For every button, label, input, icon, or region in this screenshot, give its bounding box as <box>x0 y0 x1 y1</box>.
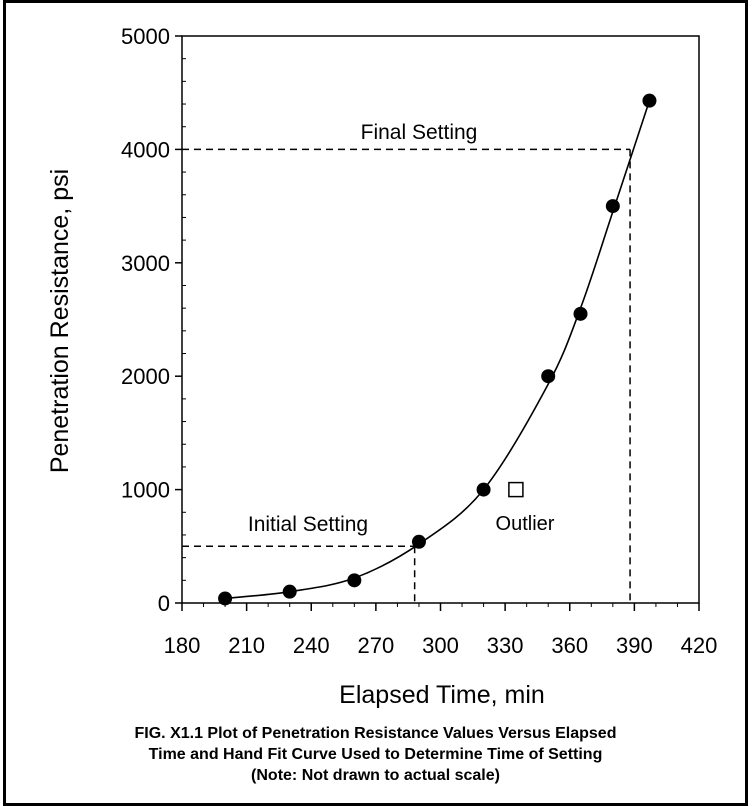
y-tick-label: 1000 <box>121 478 170 503</box>
data-point <box>541 369 556 384</box>
x-tick-label: 270 <box>358 633 395 658</box>
x-tick-label: 180 <box>164 633 201 658</box>
x-tick-label: 210 <box>228 633 265 658</box>
caption-line-3: (Note: Not drawn to actual scale) <box>251 767 500 784</box>
data-point <box>573 306 588 321</box>
initial-setting-label: Initial Setting <box>248 513 368 536</box>
x-tick-label: 240 <box>293 633 330 658</box>
data-point <box>642 93 657 108</box>
y-tick-label: 2000 <box>121 364 170 389</box>
x-tick-label: 330 <box>487 633 524 658</box>
y-tick-label: 0 <box>158 591 170 616</box>
data-point <box>605 199 620 214</box>
x-tick-label: 360 <box>551 633 588 658</box>
data-point <box>282 584 297 599</box>
data-point <box>476 482 491 497</box>
y-axis-label: Penetration Resistance, psi <box>46 169 74 473</box>
caption-line-2: Time and Hand Fit Curve Used to Determin… <box>148 746 603 763</box>
y-tick-label: 4000 <box>121 137 170 162</box>
outlier-point <box>508 481 524 498</box>
data-point <box>347 573 362 588</box>
y-tick-label: 5000 <box>121 24 170 49</box>
x-tick-label: 300 <box>422 633 459 658</box>
fit-curve <box>224 100 651 600</box>
data-point <box>218 591 233 606</box>
chart: 0 1000 2000 3000 4000 5000 180 210 240 270 300 330 3… <box>46 24 717 709</box>
caption-line-1: FIG. X1.1 Plot of Penetration Resistance… <box>134 725 617 742</box>
outlier-label: Outlier <box>496 513 555 535</box>
plot-area: 0 1000 2000 3000 4000 5000 180 210 240 270 300 330 3… <box>121 24 717 658</box>
final-setting-label: Final Setting <box>361 121 478 144</box>
y-tick-label: 3000 <box>121 251 170 276</box>
x-tick-label: 390 <box>616 633 653 658</box>
x-axis-label: Elapsed Time, min <box>339 681 545 709</box>
figure-frame: 0 1000 2000 3000 4000 5000 180 210 240 270 300 330 3… <box>3 0 748 806</box>
data-point <box>411 534 426 549</box>
x-tick-label: 420 <box>681 633 718 658</box>
figure-caption: FIG. X1.1 Plot of Penetration Resistance… <box>6 723 745 786</box>
